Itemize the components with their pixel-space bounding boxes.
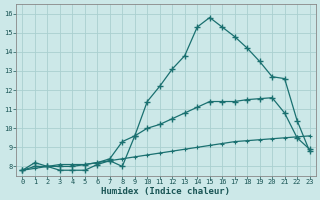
X-axis label: Humidex (Indice chaleur): Humidex (Indice chaleur)	[101, 187, 230, 196]
